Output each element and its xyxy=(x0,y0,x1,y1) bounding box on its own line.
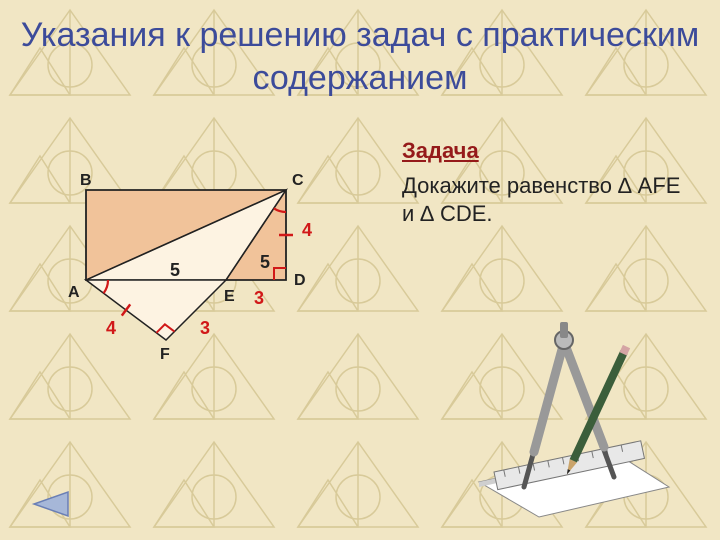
slide: Указания к решению задач с практическим … xyxy=(0,0,720,540)
measure-label-af_4: 4 xyxy=(106,318,116,339)
measure-label-cd_4: 4 xyxy=(302,220,312,241)
point-label-E: E xyxy=(224,288,235,306)
measure-label-de_3: 3 xyxy=(254,288,264,309)
compass-tools-illustration xyxy=(464,322,684,522)
point-label-F: F xyxy=(160,346,170,364)
task-heading: Задача xyxy=(402,138,479,164)
measure-label-fe_3: 3 xyxy=(200,318,210,339)
point-label-B: B xyxy=(80,172,92,190)
nav-back-button[interactable] xyxy=(30,490,70,518)
geometry-diagram: A B C D E F 5 5 4 3 4 3 xyxy=(66,170,346,400)
point-label-D: D xyxy=(294,272,306,290)
point-label-C: C xyxy=(292,172,304,190)
measure-label-mid_5b: 5 xyxy=(260,252,270,273)
triangle-left-icon xyxy=(30,490,70,518)
slide-title: Указания к решению задач с практическим … xyxy=(0,14,720,99)
task-body: Докажите равенство ∆ AFE и ∆ CDE. xyxy=(402,172,682,227)
point-label-A: A xyxy=(68,284,80,302)
measure-label-mid_5a: 5 xyxy=(170,260,180,281)
